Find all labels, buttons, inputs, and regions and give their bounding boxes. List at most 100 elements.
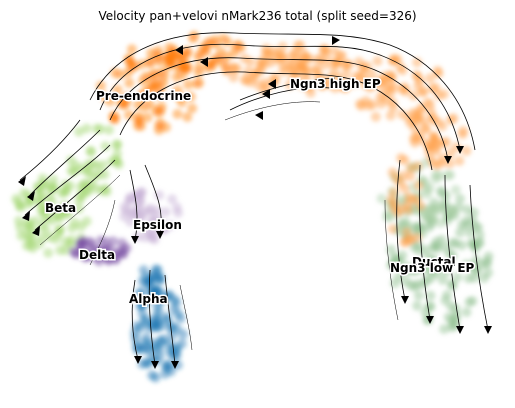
cell-point bbox=[405, 163, 416, 174]
cell-point bbox=[164, 322, 175, 333]
cell-point bbox=[241, 75, 252, 86]
cell-point bbox=[403, 204, 414, 215]
cell-point bbox=[425, 206, 435, 217]
cell-point bbox=[124, 196, 135, 207]
cell-point bbox=[175, 313, 186, 324]
cell-point bbox=[388, 102, 399, 113]
cell-point bbox=[449, 320, 460, 331]
cell-point bbox=[73, 203, 84, 214]
cell-point bbox=[54, 212, 65, 223]
cell-point bbox=[140, 317, 151, 327]
cell-point bbox=[74, 126, 84, 137]
cell-point bbox=[110, 255, 121, 265]
cell-point bbox=[126, 44, 137, 55]
cell-point bbox=[304, 53, 315, 64]
cell-point bbox=[171, 72, 182, 82]
plot-title: Velocity pan+velovi nMark236 total (spli… bbox=[98, 9, 417, 23]
cell-point bbox=[137, 308, 148, 319]
cluster-label-delta: Delta bbox=[79, 248, 115, 262]
cell-point bbox=[255, 65, 266, 76]
cell-point bbox=[425, 290, 436, 301]
cell-point bbox=[154, 190, 165, 201]
cell-point bbox=[159, 70, 170, 81]
cell-point bbox=[400, 236, 411, 247]
cell-point bbox=[109, 114, 120, 125]
cell-point bbox=[372, 56, 383, 67]
cell-point bbox=[134, 201, 144, 212]
cell-point bbox=[95, 80, 106, 91]
cell-point bbox=[165, 57, 176, 68]
cell-point bbox=[366, 69, 377, 79]
cell-point bbox=[461, 307, 472, 318]
cell-point bbox=[83, 167, 94, 178]
cell-point bbox=[32, 181, 43, 192]
cell-point bbox=[315, 53, 326, 64]
cell-point bbox=[87, 158, 98, 169]
cell-point bbox=[413, 81, 423, 91]
cell-point bbox=[194, 77, 205, 88]
cell-point bbox=[418, 279, 429, 290]
cell-point bbox=[123, 109, 134, 120]
cell-point bbox=[340, 60, 351, 71]
cell-point bbox=[123, 53, 134, 64]
cell-point bbox=[112, 84, 123, 95]
cell-point bbox=[378, 76, 389, 87]
cell-point bbox=[291, 69, 302, 80]
cell-point bbox=[409, 281, 420, 292]
cell-point bbox=[189, 30, 200, 41]
cell-point bbox=[136, 186, 147, 197]
cell-point bbox=[222, 36, 233, 47]
cell-point bbox=[194, 62, 205, 73]
cell-point bbox=[164, 42, 175, 53]
cell-point bbox=[413, 290, 424, 301]
cell-point bbox=[376, 193, 387, 204]
cell-point bbox=[67, 223, 78, 233]
cell-point bbox=[436, 158, 447, 169]
cell-point bbox=[85, 146, 96, 157]
cell-point bbox=[144, 228, 155, 238]
cell-point bbox=[55, 245, 65, 256]
cell-point bbox=[433, 242, 443, 253]
cell-point bbox=[99, 169, 110, 180]
cell-point bbox=[155, 90, 166, 101]
cell-point bbox=[47, 196, 58, 207]
cell-point bbox=[141, 297, 152, 307]
cell-point bbox=[454, 227, 465, 238]
cell-point bbox=[450, 313, 461, 324]
cell-point bbox=[29, 216, 40, 226]
cell-point bbox=[95, 124, 106, 134]
cell-point bbox=[38, 210, 49, 221]
cell-point bbox=[467, 296, 478, 306]
cell-point bbox=[66, 165, 77, 176]
cell-point bbox=[147, 352, 158, 363]
cell-point bbox=[447, 280, 458, 291]
cell-point bbox=[46, 183, 57, 194]
cell-point bbox=[112, 149, 123, 159]
cell-point bbox=[182, 112, 193, 122]
cell-point bbox=[141, 85, 151, 96]
cluster-label-beta: Beta bbox=[45, 201, 76, 215]
cell-point bbox=[155, 335, 166, 346]
cluster-label-epsilon: Epsilon bbox=[133, 218, 182, 232]
cell-point bbox=[135, 210, 145, 221]
cell-point bbox=[183, 79, 194, 90]
cell-point bbox=[363, 100, 374, 111]
velocity-arrowheads bbox=[18, 36, 492, 369]
cell-point bbox=[159, 223, 170, 234]
cell-point bbox=[433, 90, 444, 101]
cell-point bbox=[436, 201, 447, 212]
cell-point bbox=[155, 321, 166, 332]
cell-point bbox=[425, 73, 436, 84]
cell-point bbox=[413, 180, 424, 191]
cell-point bbox=[15, 201, 26, 212]
cell-point bbox=[16, 230, 27, 241]
cluster-label-pre-endocrine: Pre-endocrine bbox=[96, 89, 191, 103]
cell-point bbox=[295, 60, 306, 71]
cell-point bbox=[48, 174, 59, 185]
cell-point bbox=[81, 123, 92, 134]
cell-points bbox=[11, 30, 494, 383]
cell-point bbox=[81, 216, 92, 227]
cell-point bbox=[152, 265, 163, 275]
cell-point bbox=[441, 266, 452, 277]
cell-point bbox=[385, 110, 396, 121]
